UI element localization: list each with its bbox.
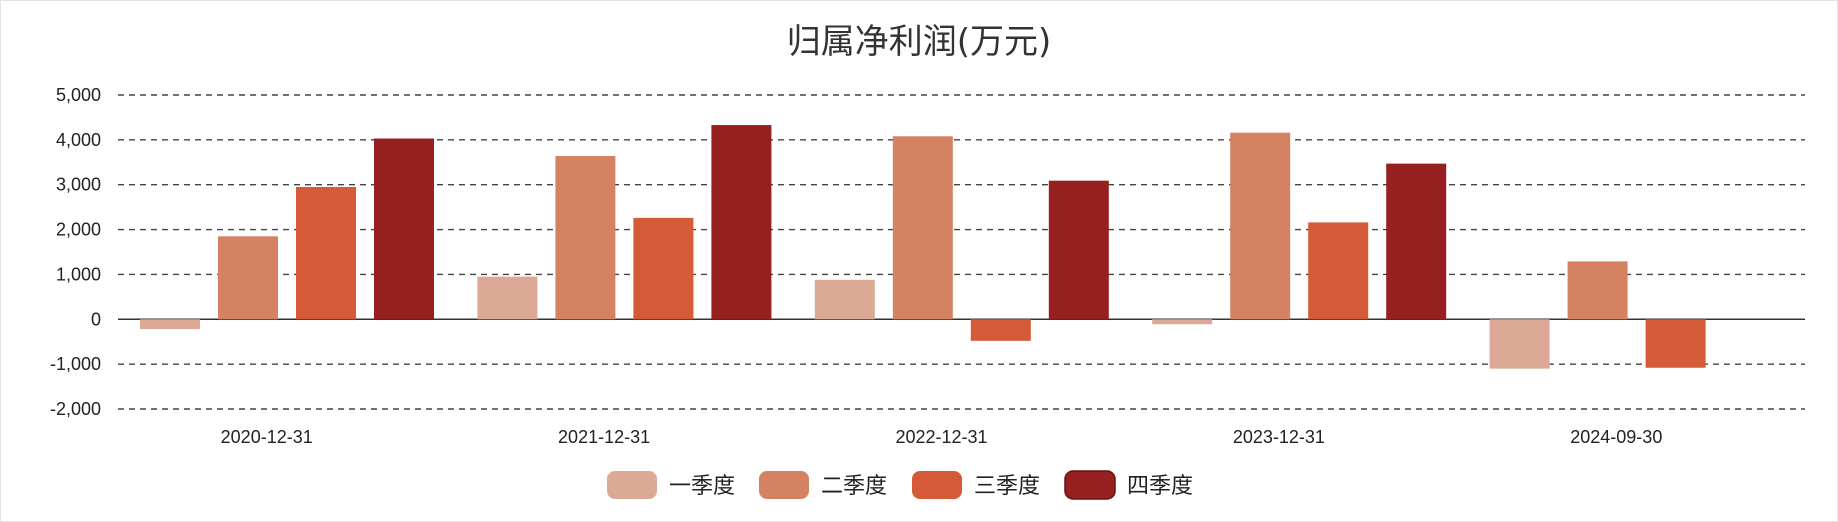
bar xyxy=(633,217,694,320)
bar xyxy=(814,279,875,320)
bar xyxy=(1489,319,1550,369)
y-tick-label: 4,000 xyxy=(56,130,101,150)
chart-title: 归属净利润(万元) xyxy=(787,22,1052,62)
y-tick-label: 0 xyxy=(91,309,101,329)
bar xyxy=(1152,319,1213,325)
bar xyxy=(218,236,278,320)
bar xyxy=(555,156,616,320)
legend-swatch xyxy=(607,471,657,499)
y-tick-label: -1,000 xyxy=(50,354,101,374)
bar xyxy=(1645,319,1706,368)
bar xyxy=(970,319,1031,341)
bar xyxy=(1230,132,1291,320)
bar xyxy=(374,138,434,320)
legend-label: 二季度 xyxy=(821,474,887,499)
y-tick-label: 5,000 xyxy=(56,85,101,105)
legend-label: 四季度 xyxy=(1127,474,1193,499)
bar xyxy=(296,186,356,320)
bar xyxy=(140,319,200,330)
bar xyxy=(711,125,772,320)
legend-label: 一季度 xyxy=(669,474,735,499)
legend-swatch xyxy=(912,471,962,499)
y-tick-label: 3,000 xyxy=(56,175,101,195)
grid-lines xyxy=(118,94,1805,410)
bars xyxy=(140,125,1706,369)
x-tick-label: 2020-12-31 xyxy=(221,427,313,447)
bar xyxy=(1048,180,1109,320)
x-tick-label: 2021-12-31 xyxy=(558,427,650,447)
x-tick-label: 2022-12-31 xyxy=(895,427,987,447)
legend-label: 三季度 xyxy=(974,474,1040,499)
y-axis-ticks: 5,000 4,000 3,000 2,000 1,000 0 -1,000 -2,000 xyxy=(50,85,101,419)
bar xyxy=(1567,261,1628,320)
bar xyxy=(892,136,953,320)
y-tick-label: -2,000 xyxy=(50,399,101,419)
y-tick-label: 2,000 xyxy=(56,220,101,240)
bar xyxy=(477,276,538,320)
bar xyxy=(1308,222,1369,320)
x-tick-label: 2023-12-31 xyxy=(1233,427,1325,447)
x-axis-ticks: 2020-12-31 2021-12-31 2022-12-31 2023-12-31… xyxy=(221,427,1663,447)
x-tick-label: 2024-09-30 xyxy=(1570,427,1662,447)
legend-swatch xyxy=(759,471,809,499)
legend[interactable]: 一季度 二季度 三季度 四季度 xyxy=(607,470,1193,500)
legend-swatch xyxy=(1064,470,1116,500)
bar xyxy=(1386,163,1447,320)
y-tick-label: 1,000 xyxy=(56,264,101,284)
